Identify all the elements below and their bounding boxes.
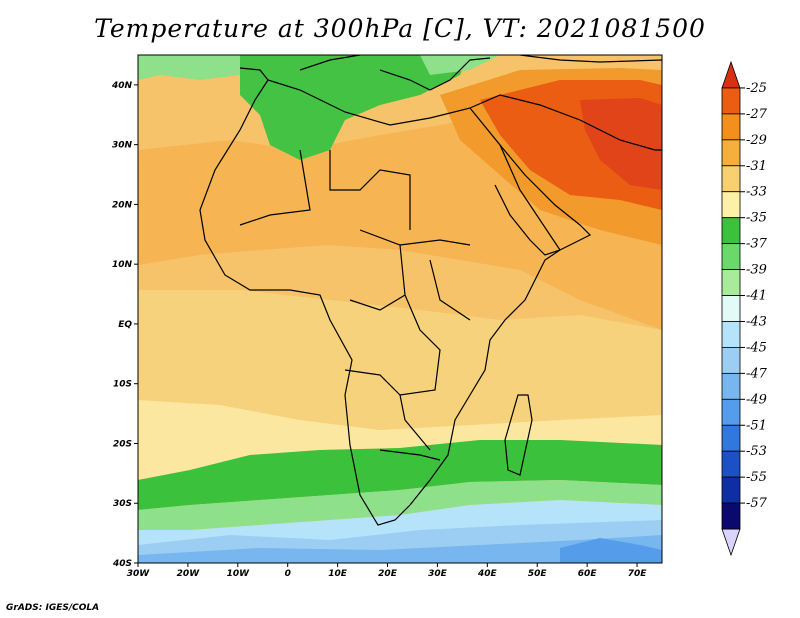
- colorbar-segment: [721, 113, 741, 141]
- lon-tick-label: 30W: [127, 569, 151, 579]
- field-mideast-core: [580, 98, 662, 190]
- colorbar-segment: [721, 295, 741, 322]
- lat-tick-label: 20N: [112, 200, 133, 210]
- colorbar-segment: [721, 217, 741, 245]
- lat-tick-label: 10N: [112, 260, 133, 270]
- lat-tick-label: 10S: [113, 380, 132, 390]
- longitude-ticks: 30W 20W 10W 0 10E 20E 30E 40E 50E 60E 70E: [127, 563, 647, 579]
- lon-tick-label: 70E: [628, 569, 648, 579]
- latitude-ticks: 40N 30N 20N 10N EQ 10S 20S 30S 40S: [111, 81, 138, 569]
- lon-tick-label: 40E: [477, 569, 498, 579]
- colorbar-label: -35: [746, 211, 767, 226]
- colorbar-segment: [721, 87, 741, 115]
- colorbar-segment: [721, 269, 741, 296]
- country-borders: [239, 149, 471, 461]
- colorbar-top-arrow: [721, 60, 741, 89]
- lat-tick-label: 40N: [111, 81, 133, 91]
- colorbar-segment: [721, 372, 741, 400]
- colorbar-label: -29: [746, 133, 767, 148]
- colorbar-label: -55: [746, 470, 767, 485]
- field-southern-light: [138, 480, 662, 530]
- lon-tick-label: 20W: [177, 569, 201, 579]
- colorbar-label: -43: [746, 314, 767, 329]
- africa-coastline: [199, 79, 561, 526]
- grads-credit: GrADS: IGES/COLA: [6, 603, 100, 613]
- colorbar-label: -57: [746, 496, 768, 511]
- colorbar-label: -41: [746, 289, 767, 304]
- colorbar-segment: [721, 139, 741, 167]
- colorbar-segment: [721, 347, 741, 374]
- colorbar-bottom-arrow: [721, 528, 741, 557]
- map-frame: [137, 54, 663, 564]
- field-subtropical-light: [138, 400, 662, 480]
- lon-tick-label: 0: [285, 569, 291, 579]
- colorbar-label: -53: [746, 444, 767, 459]
- colorbar-segment: [721, 502, 741, 530]
- temperature-field: [138, 55, 662, 563]
- colorbar-label: -39: [746, 263, 767, 278]
- arabia-coastline: [469, 94, 662, 256]
- lon-tick-label: 10E: [328, 569, 348, 579]
- lon-tick-label: 10W: [227, 569, 251, 579]
- colorbar-segment: [721, 398, 741, 426]
- lat-tick-label: 30S: [113, 499, 132, 509]
- lat-tick-label: EQ: [118, 320, 132, 330]
- colorbar-segment: [721, 321, 741, 348]
- lon-tick-label: 50E: [528, 569, 548, 579]
- field-mediterranean-light: [138, 55, 500, 80]
- colorbar-label: -31: [746, 159, 767, 174]
- madagascar-coastline: [504, 394, 533, 476]
- colorbar-label: -25: [746, 81, 767, 96]
- colorbar-segment: [721, 165, 741, 193]
- colorbar-label: -51: [746, 418, 767, 433]
- colorbar-segment: [721, 243, 741, 270]
- lat-tick-label: 40S: [112, 559, 132, 569]
- lon-tick-label: 60E: [578, 569, 598, 579]
- colorbar-label: -33: [746, 185, 767, 200]
- colorbar-label: -37: [746, 237, 768, 252]
- colorbar-label: -45: [746, 340, 767, 355]
- colorbar-segment: [721, 424, 741, 452]
- lat-tick-label: 20S: [113, 439, 132, 449]
- field-southern-cool3: [138, 535, 662, 563]
- lat-tick-label: 30N: [112, 141, 133, 151]
- map-title: Temperature at 300hPa [C], VT: 202108150…: [94, 14, 706, 43]
- lon-tick-label: 30E: [428, 569, 448, 579]
- colorbar: -25 -27 -29 -31 -33 -35 -37 -39 -41 -43 -45 -47 -49 -…: [721, 60, 768, 557]
- europe-coastline: [239, 55, 662, 91]
- colorbar-label: -49: [746, 392, 767, 407]
- field-equatorial: [138, 290, 662, 430]
- colorbar-segment: [721, 476, 741, 504]
- field-southern-cool4: [560, 538, 662, 563]
- colorbar-label: -47: [746, 366, 768, 381]
- colorbar-segment: [721, 191, 741, 219]
- colorbar-segment: [721, 450, 741, 478]
- colorbar-label: -27: [746, 107, 768, 122]
- lon-tick-label: 20E: [378, 569, 398, 579]
- coastlines: [199, 55, 662, 526]
- field-southern-green: [138, 440, 662, 510]
